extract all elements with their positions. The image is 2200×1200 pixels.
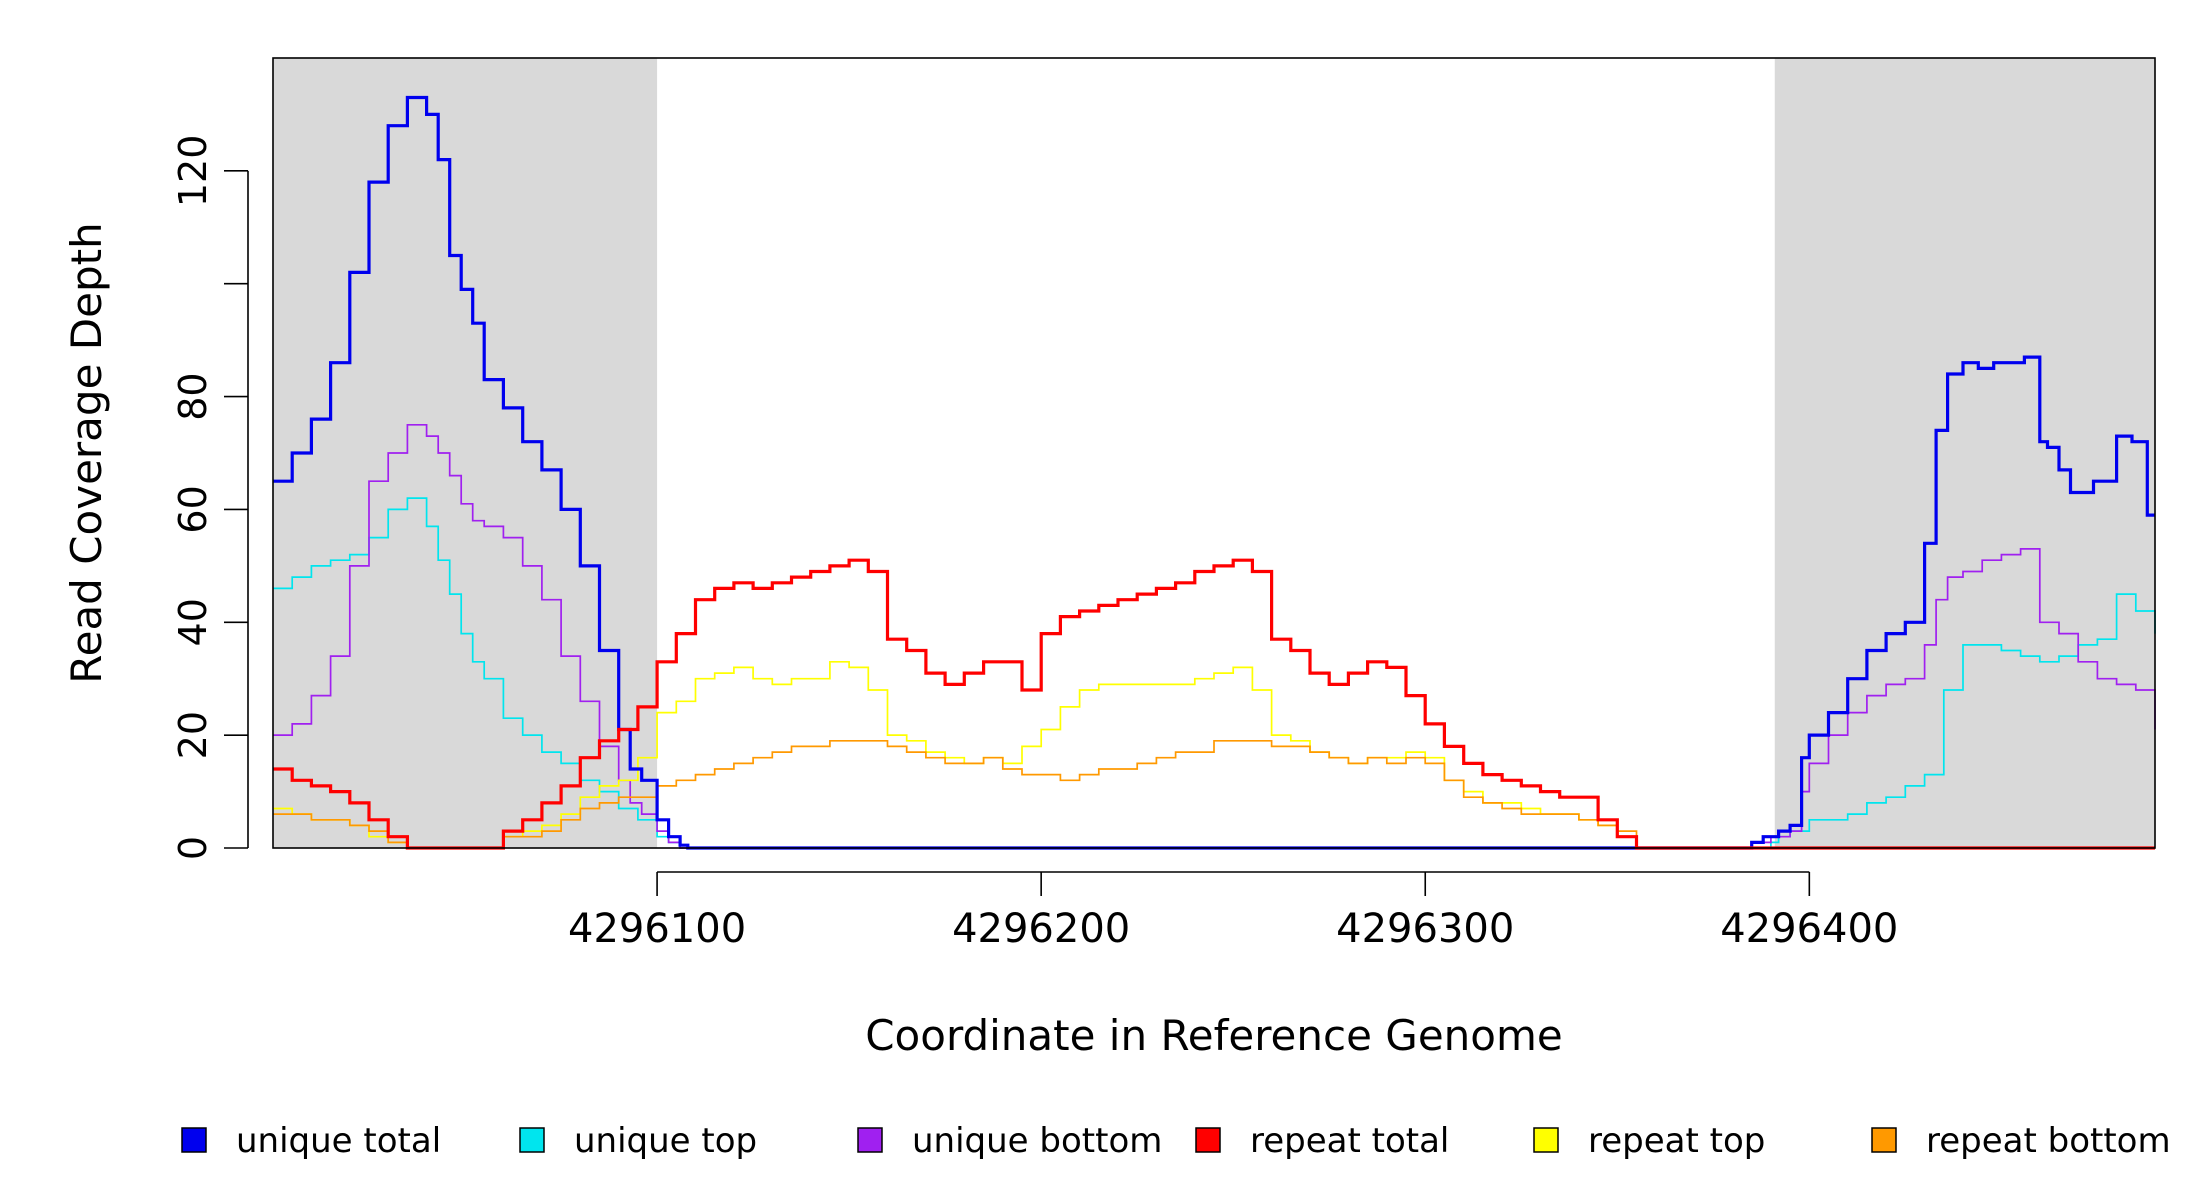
legend-swatch [181, 1127, 207, 1153]
legend-item-unique-top: unique top [519, 1121, 757, 1161]
legend-label: repeat top [1588, 1121, 1765, 1161]
shaded-region-1 [273, 58, 658, 848]
legend-label: unique bottom [912, 1121, 1162, 1161]
x-tick-label: 4296100 [568, 906, 746, 952]
legend-item-repeat-top: repeat top [1533, 1121, 1765, 1161]
series-repeat-bottom-line [273, 739, 2155, 849]
x-axis-title: Coordinate in Reference Genome [865, 1011, 1563, 1060]
y-tick-label: 60 [171, 485, 215, 533]
plot-frame [272, 57, 2156, 849]
legend-item-unique-total: unique total [181, 1121, 441, 1161]
legend-label: unique total [236, 1121, 441, 1161]
legend-item-unique-bottom: unique bottom [857, 1121, 1162, 1161]
legend-label: repeat total [1250, 1121, 1449, 1161]
legend-label: unique top [574, 1121, 757, 1161]
legend-swatch [1533, 1127, 1559, 1153]
y-axis-title: Read Coverage Depth [62, 222, 111, 683]
y-tick-label: 0 [171, 836, 215, 860]
legend-swatch [857, 1127, 883, 1153]
y-tick-label: 20 [171, 711, 215, 759]
shaded-region-2 [1774, 58, 2155, 848]
x-tick-label: 4296300 [1336, 906, 1514, 952]
x-tick-label: 4296400 [1720, 906, 1898, 952]
series-repeat-total-line [273, 558, 2155, 850]
legend-swatch [1871, 1127, 1897, 1153]
axes: 0 20 40 60 80 120 4296100 4296200 4296300 4296400 [171, 135, 1898, 952]
legend-item-repeat-total: repeat total [1195, 1121, 1449, 1161]
legend-item-repeat-bottom: repeat bottom [1871, 1121, 2171, 1161]
legend-label: repeat bottom [1926, 1121, 2171, 1161]
y-tick-label: 120 [171, 135, 215, 208]
legend-swatch [1195, 1127, 1221, 1153]
legend-swatch [519, 1127, 545, 1153]
y-tick-label: 80 [171, 372, 215, 420]
x-tick-label: 4296200 [952, 906, 1130, 952]
shaded-regions [273, 58, 2155, 848]
y-tick-label: 40 [171, 598, 215, 646]
legend: unique total unique top unique bottom repea… [181, 1121, 2171, 1161]
